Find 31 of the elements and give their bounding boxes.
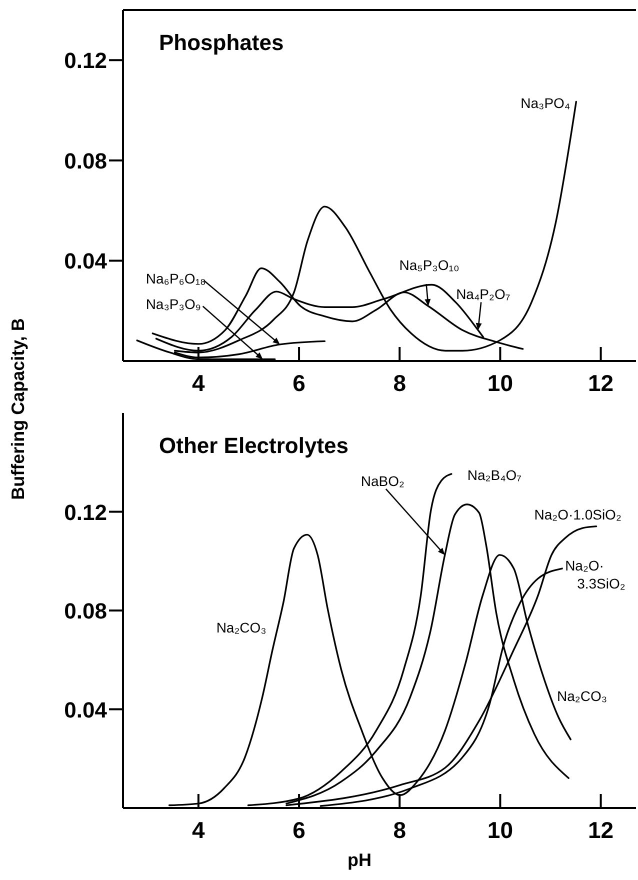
text: NaBO₂: [360, 472, 404, 489]
series-label: Na₂O·1.0SiO₂: [534, 506, 622, 522]
x-tick-label: 12: [588, 370, 614, 396]
series-label: Na₃PO₄: [520, 94, 570, 111]
series-label: Na₂CO₃: [216, 619, 266, 636]
x-tick-label: 10: [487, 817, 514, 843]
text: Phosphates: [159, 30, 284, 55]
legend-label: Na₄P₂O₇: [456, 286, 510, 302]
x-tick-label: 12: [588, 817, 614, 843]
text: Na₃P₃O₉: [146, 296, 201, 312]
y-tick-label: 0.08: [64, 598, 107, 624]
annotation: Na₂CO₃: [557, 688, 608, 704]
series-label: Na₅P₃O₁₀: [399, 257, 460, 274]
x-tick-label: 8: [393, 370, 406, 396]
x-tick-label: 4: [192, 817, 206, 843]
x-tick-label: 6: [292, 370, 306, 396]
x-tick-label: 4: [192, 370, 206, 396]
y-tick-label: 0.12: [64, 500, 107, 525]
y-tick-label: 0.12: [64, 48, 107, 74]
series-label: Na₂B₄O₇: [467, 466, 522, 483]
x-tick-label: 10: [487, 370, 514, 396]
y-tick-label: 0.08: [64, 148, 107, 174]
y-tick-label: 0.04: [64, 697, 108, 722]
x-tick-label: 8: [393, 817, 406, 843]
series-label: Na₂O· 3.3SiO₂: [565, 558, 626, 592]
x-tick-label: 6: [292, 817, 306, 843]
text: Other Electrolytes: [159, 433, 349, 458]
y-tick-label: 0.04: [64, 248, 108, 274]
text: Na₆P₆O₁₈: [146, 270, 206, 286]
y-axis-title: Buffering Capacity, B: [8, 318, 28, 500]
x-axis-title: pH: [348, 850, 372, 870]
